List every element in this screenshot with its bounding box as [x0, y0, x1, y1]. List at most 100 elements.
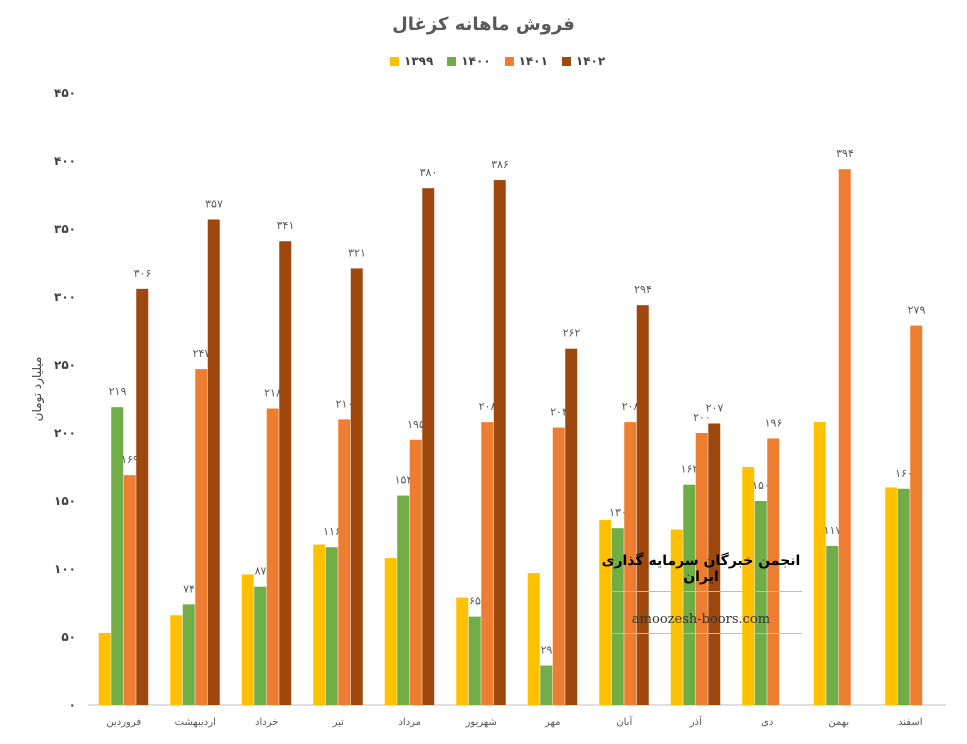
legend-label: ۱۴۰۲ — [575, 54, 606, 68]
watermark: انجمن خبرگان سرمایه گذاری ایران amoozesh… — [590, 553, 812, 634]
watermark-title: انجمن خبرگان سرمایه گذاری ایران — [601, 553, 801, 585]
bar — [195, 369, 208, 705]
y-tick-label: ۲۰۰ — [54, 426, 76, 440]
bar — [565, 348, 578, 705]
bar — [838, 169, 851, 705]
data-label: ۲۰۴ — [550, 406, 568, 419]
bar — [910, 325, 923, 705]
data-label: ۱۱۶ — [323, 525, 341, 538]
x-tick-label: آبان — [616, 715, 633, 728]
bar — [468, 616, 481, 705]
data-label: ۶۵ — [469, 595, 481, 608]
bar — [708, 423, 721, 705]
bar — [456, 597, 469, 705]
bar — [897, 488, 910, 705]
data-label: ۲۱۹ — [109, 385, 127, 398]
legend-swatch — [447, 56, 457, 66]
data-label: ۷۴ — [183, 582, 195, 595]
y-tick-label: ۱۵۰ — [54, 494, 76, 508]
bar — [397, 495, 410, 705]
legend-item: ۱۳۹۹ — [390, 54, 433, 68]
bar — [611, 528, 624, 705]
x-tick-label: دی — [761, 717, 773, 728]
data-label: ۱۶۲ — [681, 463, 699, 476]
x-tick-label: تیر — [332, 717, 345, 728]
legend-swatch — [561, 56, 571, 66]
data-label: ۲۷۹ — [908, 304, 926, 317]
bar — [111, 407, 124, 705]
chart-title: فروش ماهانه کزغال — [392, 14, 575, 35]
bar — [695, 433, 708, 705]
bar — [481, 422, 494, 705]
data-label: ۱۵۰ — [752, 479, 770, 492]
bar — [241, 574, 254, 705]
bar — [422, 188, 435, 705]
legend-item: ۱۴۰۲ — [561, 54, 606, 68]
bar — [813, 422, 826, 705]
x-tick-label: شهریور — [465, 717, 497, 728]
data-label: ۲۹ — [541, 644, 553, 657]
legend-label: ۱۴۰۰ — [461, 54, 491, 68]
bar — [98, 632, 111, 705]
data-label: ۱۶۰ — [895, 467, 913, 480]
bar — [540, 665, 553, 705]
data-label: ۳۹۴ — [836, 147, 854, 160]
bar — [123, 475, 136, 705]
data-label: ۳۸۶ — [491, 158, 509, 171]
bar — [885, 487, 898, 705]
y-tick-label: ۳۵۰ — [54, 222, 76, 236]
watermark-divider — [600, 591, 802, 592]
data-label: ۲۱۸ — [264, 387, 282, 400]
bar — [170, 615, 183, 705]
data-label: ۳۰۶ — [134, 267, 152, 280]
legend-swatch — [390, 56, 399, 66]
data-label: ۳۵۷ — [205, 197, 223, 210]
bar — [754, 501, 767, 705]
y-tick-label: ۴۰۰ — [54, 154, 76, 168]
y-tick-label: ۰ — [69, 698, 76, 712]
data-label: ۲۰۰ — [693, 411, 711, 424]
data-label: ۲۰۷ — [706, 401, 724, 414]
bar — [599, 520, 612, 705]
bar — [384, 558, 397, 705]
data-label: ۳۴۱ — [277, 219, 295, 232]
data-label: ۱۳۰ — [609, 506, 627, 519]
bar — [136, 288, 149, 705]
x-tick-label: مرداد — [398, 717, 421, 728]
legend-label: ۱۴۰۱ — [518, 54, 548, 68]
bar — [409, 439, 422, 705]
data-label: ۱۱۷ — [824, 524, 842, 537]
bar — [266, 408, 279, 705]
legend-item: ۱۴۰۰ — [447, 54, 491, 68]
bar — [325, 547, 338, 705]
data-label: ۱۹۵ — [407, 418, 425, 431]
watermark-divider — [600, 633, 802, 634]
y-tick-label: ۱۰۰ — [54, 562, 76, 576]
bar — [182, 604, 195, 705]
x-tick-label: فروردین — [106, 717, 141, 728]
bar — [767, 438, 780, 705]
x-tick-label: اسفند — [898, 717, 922, 728]
bar — [493, 180, 506, 706]
y-tick-label: ۳۰۰ — [54, 290, 76, 304]
bar — [636, 305, 649, 705]
data-label: ۸۷ — [255, 565, 267, 578]
legend-label: ۱۳۹۹ — [404, 54, 434, 68]
x-tick-label: بهمن — [828, 717, 849, 728]
bar — [527, 573, 540, 705]
data-label: ۲۰۸ — [622, 400, 640, 413]
y-tick-label: ۲۵۰ — [54, 358, 76, 372]
bar — [254, 586, 267, 705]
bar — [279, 241, 292, 706]
x-tick-label: آذر — [689, 715, 703, 728]
x-tick-label: خرداد — [255, 717, 278, 728]
bar — [350, 268, 363, 705]
data-label: ۱۵۴ — [395, 474, 413, 487]
bar — [313, 544, 326, 705]
data-label: ۳۲۱ — [348, 246, 366, 259]
data-label: ۲۹۴ — [634, 283, 652, 296]
legend: ۱۳۹۹ ۱۴۰۰ ۱۴۰۱ ۱۴۰۲ — [390, 54, 605, 68]
bar — [552, 427, 565, 705]
